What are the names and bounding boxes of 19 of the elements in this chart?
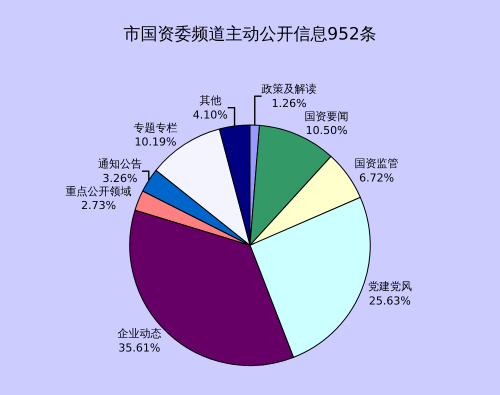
data-label: 6.72% [359,171,394,184]
data-label: 3.26% [102,172,138,185]
slice-label: 政策及解读 [262,82,317,96]
data-label: 25.63% [368,294,411,308]
slice-label: 专题专栏 [134,121,178,134]
data-label: 4.10% [192,108,228,122]
data-label: 2.73% [81,199,116,212]
slice-label: 通知公告 [98,158,142,171]
slice-label: 重点公开领域 [66,184,132,198]
data-label: 10.19% [134,136,176,149]
slice-label: 其他 [199,94,222,107]
data-label: 10.50% [306,124,348,138]
data-label: 1.26% [272,96,307,110]
slice-label: 国资要闻 [304,110,349,123]
chart-title: 市国资委频道主动公开信息952条 [123,24,377,45]
slice-label: 国资监管 [354,157,399,170]
slice-label: 企业动态 [117,327,162,340]
data-label: 35.61% [118,341,160,354]
slice-label: 党建党风 [368,280,412,293]
